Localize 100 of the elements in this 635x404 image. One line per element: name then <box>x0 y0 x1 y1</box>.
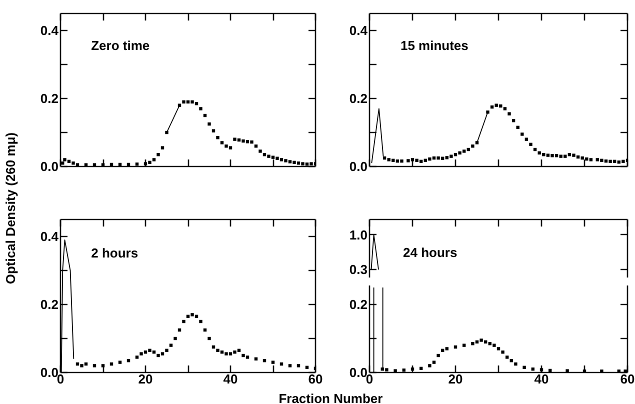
point <box>160 146 164 150</box>
point <box>182 100 186 104</box>
point <box>72 162 75 165</box>
point <box>400 159 404 163</box>
point <box>492 344 496 347</box>
point <box>529 142 532 146</box>
point <box>80 364 84 368</box>
text: Zero time <box>91 38 150 54</box>
point <box>450 154 453 158</box>
point <box>199 320 202 324</box>
point <box>135 356 139 359</box>
point <box>394 369 397 372</box>
point <box>572 154 576 157</box>
point <box>542 153 546 156</box>
point <box>250 140 254 144</box>
point <box>436 354 440 358</box>
point <box>224 144 228 148</box>
point <box>608 160 612 163</box>
point <box>503 107 507 110</box>
point <box>406 159 410 162</box>
y-tick-label: 0.2 <box>40 91 59 106</box>
point <box>233 350 236 354</box>
y-tick-label: 0.4 <box>349 23 368 38</box>
point <box>428 157 432 161</box>
point <box>258 150 262 153</box>
x-tick-label: 60 <box>308 372 323 386</box>
x-tick-label: 40 <box>223 372 238 386</box>
point <box>140 352 143 356</box>
point <box>148 348 152 352</box>
point <box>387 158 390 162</box>
y-tick-label: 1.0 <box>349 227 368 242</box>
point <box>156 354 160 358</box>
y-tick-label: 0.4 <box>40 23 60 38</box>
point <box>385 368 388 372</box>
point <box>496 347 500 350</box>
point <box>224 352 228 356</box>
point <box>152 158 156 162</box>
point <box>276 156 279 160</box>
point <box>301 162 304 166</box>
point <box>622 160 625 163</box>
y-tick-label: 0.2 <box>349 91 368 106</box>
point <box>208 122 211 126</box>
x-tick-label: 20 <box>138 372 153 386</box>
point <box>458 151 462 154</box>
y-tick-label: 0.3 <box>349 262 368 278</box>
point <box>288 160 292 164</box>
y-tick-label: 0.2 <box>349 297 368 312</box>
y-tick-label: 0.2 <box>40 297 59 312</box>
point <box>546 154 550 157</box>
x-tick-label: 0 <box>366 372 374 386</box>
point <box>514 362 518 366</box>
point <box>267 154 270 158</box>
y-tick-label: 0.0 <box>349 159 368 174</box>
point <box>392 158 395 162</box>
point <box>445 156 448 160</box>
x-tick-label: 40 <box>534 372 549 386</box>
point <box>271 156 275 159</box>
point <box>522 366 526 369</box>
point <box>520 132 524 136</box>
point <box>246 356 250 359</box>
point <box>271 360 275 364</box>
point <box>233 138 236 141</box>
point <box>148 160 152 164</box>
x-tick-label: 60 <box>620 372 635 386</box>
point <box>566 369 569 372</box>
point <box>428 364 432 368</box>
x-tick-label: 20 <box>448 372 463 386</box>
point <box>242 139 245 143</box>
point <box>212 129 216 132</box>
point <box>445 347 448 350</box>
point <box>589 158 593 162</box>
point <box>190 313 194 316</box>
point <box>432 360 436 364</box>
point <box>310 162 313 166</box>
point <box>156 153 160 156</box>
point <box>462 150 466 153</box>
point <box>280 158 284 162</box>
point <box>92 364 96 368</box>
point <box>169 344 173 347</box>
text: 2 hours <box>91 246 138 261</box>
point <box>208 336 211 340</box>
point <box>165 348 168 352</box>
point <box>160 352 164 356</box>
point <box>118 360 122 364</box>
point <box>559 154 562 158</box>
point <box>199 107 202 110</box>
point <box>220 141 224 144</box>
x-axis-title: Fraction Number <box>278 391 383 404</box>
point <box>246 140 250 144</box>
point <box>182 320 186 324</box>
point <box>494 104 498 107</box>
point <box>174 336 177 340</box>
text: 24 hours <box>403 245 458 260</box>
point <box>216 348 220 352</box>
point <box>550 154 554 158</box>
point <box>596 158 599 162</box>
y-tick-label: 0.4 <box>40 229 60 244</box>
point <box>284 159 288 162</box>
point <box>296 364 300 368</box>
point <box>441 156 444 160</box>
